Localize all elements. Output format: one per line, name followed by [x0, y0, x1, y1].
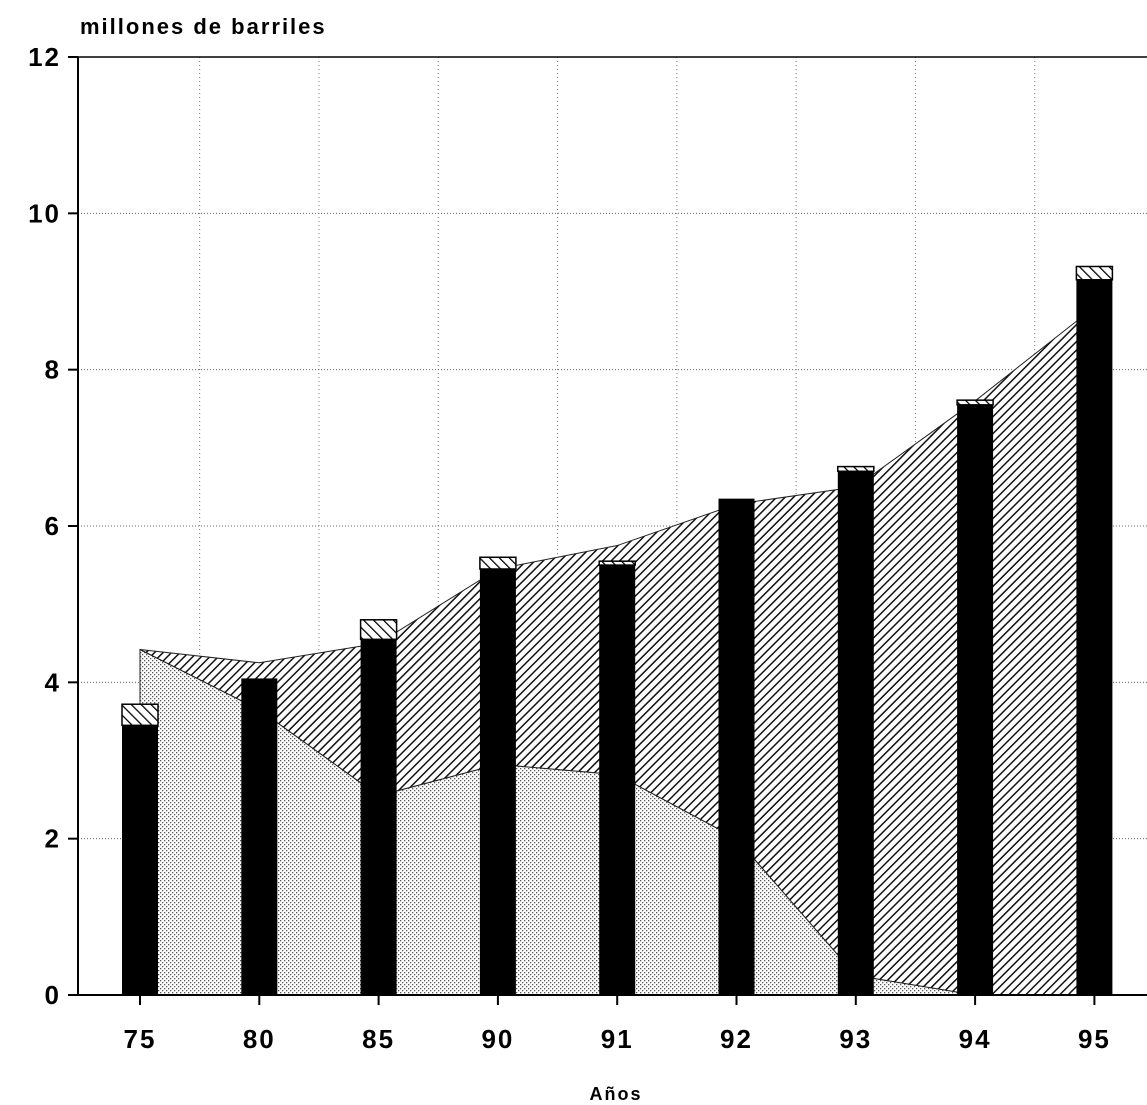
y-axis-ticks: 0 2 4 6 8 10 12 — [28, 42, 78, 1010]
y-tick-label: 2 — [45, 824, 61, 854]
y-tick-label: 0 — [45, 980, 61, 1010]
y-tick-label: 6 — [45, 511, 61, 541]
x-axis-ticks: 75 80 85 90 91 92 93 94 95 — [124, 995, 1111, 1054]
y-tick-label: 8 — [45, 355, 61, 385]
bar-segment-cap — [1075, 265, 1114, 281]
x-axis-label: Años — [590, 1084, 643, 1104]
bar-segment-cap — [121, 703, 159, 727]
x-tick-label: 90 — [481, 1024, 514, 1054]
bar-segment-cap — [479, 556, 517, 570]
bar-segment-cap — [598, 560, 636, 566]
x-tick-label: 80 — [243, 1024, 276, 1054]
bar-segment-cap — [837, 465, 875, 473]
bar-segment — [718, 498, 755, 995]
bar-segment-cap — [359, 619, 398, 641]
x-tick-label: 94 — [959, 1024, 992, 1054]
x-tick-label: 91 — [601, 1024, 634, 1054]
bar-segment-cap — [956, 399, 994, 406]
y-tick-label: 12 — [28, 42, 61, 72]
bar-segment — [1076, 279, 1113, 995]
bar-segment — [957, 404, 994, 995]
bar-segment — [599, 565, 636, 995]
bar-segment — [479, 568, 516, 995]
x-tick-label: 75 — [124, 1024, 157, 1054]
x-tick-label: 95 — [1078, 1024, 1111, 1054]
bar-segment — [241, 678, 278, 995]
bar-series — [121, 265, 1114, 995]
y-axis-label: millones de barriles — [80, 14, 327, 39]
y-tick-label: 4 — [45, 667, 61, 697]
y-tick-label: 10 — [28, 198, 61, 228]
x-tick-label: 85 — [362, 1024, 395, 1054]
x-tick-label: 93 — [839, 1024, 872, 1054]
bar-segment — [837, 471, 874, 995]
bar-segment — [360, 639, 397, 995]
x-tick-label: 92 — [720, 1024, 753, 1054]
bar-segment — [122, 725, 158, 995]
